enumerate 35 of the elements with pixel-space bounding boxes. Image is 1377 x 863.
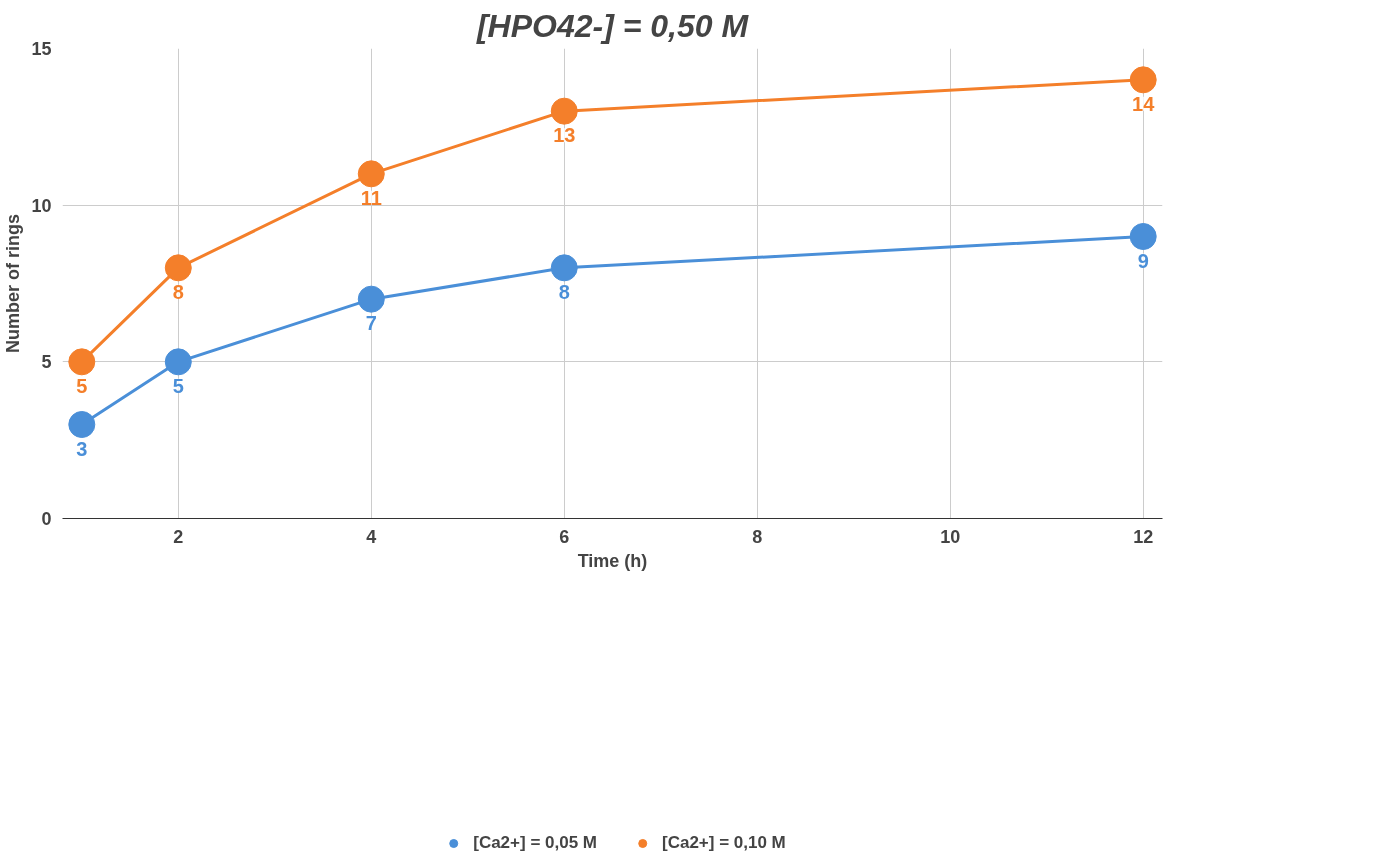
legend-label: [Ca2+] = 0,05 M — [473, 833, 597, 853]
point — [357, 285, 385, 313]
data-label: 14 — [1132, 92, 1156, 115]
x-tick-label: 8 — [752, 526, 763, 547]
chart-title: [HPO42-] = 0,50 M — [475, 7, 750, 44]
data-label: 11 — [360, 186, 382, 209]
x-tick-label: 12 — [1133, 526, 1154, 547]
data-label: 7 — [365, 312, 377, 335]
data-label: 8 — [172, 280, 184, 303]
y-tick-label: 15 — [31, 39, 52, 59]
point — [68, 411, 96, 438]
data-label: 9 — [1137, 249, 1149, 272]
point — [1129, 66, 1157, 94]
x-tick-label: 6 — [559, 526, 570, 547]
point — [357, 160, 385, 188]
x-tick-label: 4 — [366, 526, 377, 547]
point — [68, 348, 96, 376]
legend-label: [Ca2+] = 0,10 M — [662, 833, 786, 853]
point — [164, 254, 192, 282]
point — [1129, 223, 1157, 250]
data-label: 5 — [172, 374, 184, 397]
data-label: 8 — [558, 280, 570, 303]
data-label: 3 — [76, 437, 88, 460]
y-tick-label: 0 — [41, 509, 52, 529]
data-label: 13 — [553, 124, 576, 147]
point — [164, 348, 192, 376]
y-tick-label: 5 — [41, 352, 52, 373]
x-tick-label: 10 — [940, 526, 961, 547]
point — [550, 97, 578, 125]
y-tick-label: 10 — [31, 195, 52, 216]
x-tick-label: 2 — [173, 526, 184, 547]
y-axis-title: Number of rings — [3, 213, 24, 353]
point — [550, 254, 578, 282]
data-label: 5 — [76, 374, 88, 397]
x-axis-title: Time (h) — [577, 550, 648, 571]
